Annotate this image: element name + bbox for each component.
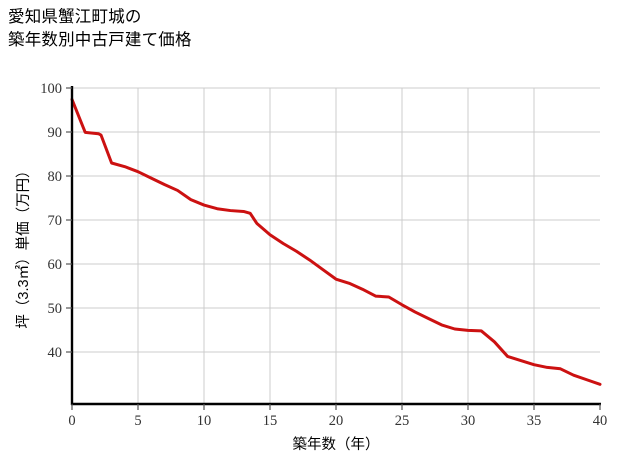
x-tick-label: 20 — [329, 413, 344, 429]
y-tick-label: 60 — [48, 257, 63, 273]
y-tick-label: 90 — [48, 125, 63, 141]
y-tick-label: 70 — [48, 213, 63, 229]
y-tick-label: 80 — [48, 169, 63, 185]
x-tick-label: 40 — [593, 413, 608, 429]
vertical-gridlines — [137, 88, 535, 404]
x-axis-tick-labels: 0 5 10 15 20 25 30 35 40 — [68, 413, 607, 429]
x-tick-label: 35 — [527, 413, 542, 429]
y-tick-label: 50 — [48, 301, 63, 317]
x-axis-ticks — [71, 404, 601, 410]
x-tick-label: 0 — [68, 413, 75, 429]
chart-title: 愛知県蟹江町城の 築年数別中古戸建て価格 — [8, 8, 192, 50]
x-axis-title: 築年数（年） — [293, 435, 380, 453]
y-axis-ticks — [66, 87, 72, 353]
data-series-line — [70, 97, 602, 386]
x-tick-label: 15 — [263, 413, 278, 429]
y-axis-tick-labels: 100 90 80 70 60 50 40 — [40, 81, 62, 361]
x-tick-label: 25 — [395, 413, 410, 429]
y-tick-label: 100 — [40, 81, 62, 97]
x-tick-label: 30 — [461, 413, 476, 429]
x-tick-label: 5 — [134, 413, 141, 429]
x-tick-label: 10 — [197, 413, 212, 429]
y-tick-label: 40 — [48, 345, 63, 361]
y-axis-title: 坪（3.3㎡）単価（万円） — [15, 163, 32, 328]
